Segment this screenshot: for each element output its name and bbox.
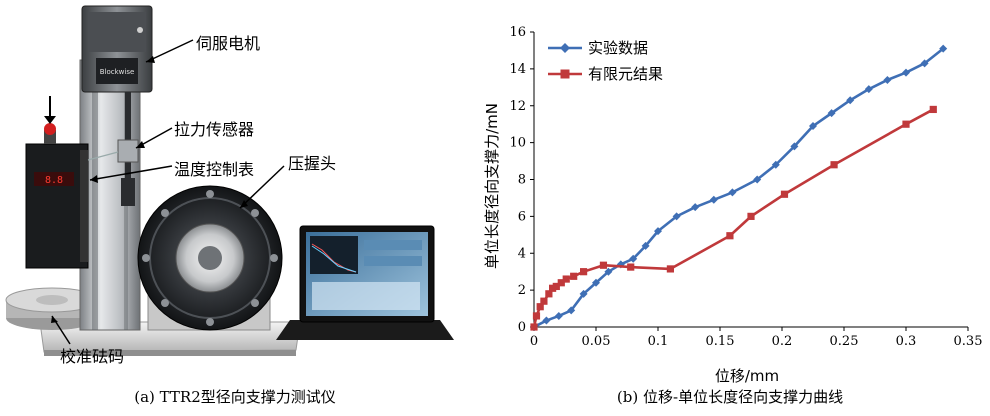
data-point [780,190,789,198]
load-sensor-label: 拉力传感器 [174,120,255,139]
data-point [827,109,836,118]
chart-caption: (b) 位移-单位长度径向支撑力曲线 [616,388,844,406]
x-axis-title: 位移/mm [715,367,779,385]
data-point [545,290,553,298]
data-point [830,161,838,169]
data-point [747,212,755,220]
data-point [552,282,560,291]
y-tick-label: 10 [509,136,526,151]
calibration-weight-label: 校准砝码 [60,347,125,366]
legend-marker [560,43,570,53]
brand-logo: Blockwise [100,68,135,76]
data-point [883,75,892,84]
data-point [939,44,948,53]
data-point [579,289,588,298]
data-point [771,160,780,169]
data-point [691,203,700,212]
chart-panel: 0 0.05 0.1 0.15 0.2 0.25 0.3 0.35 0 2 4 6 8 10 12 14 16… [470,0,990,412]
data-point [809,122,817,131]
crimp-head-label: 压握头 [288,154,337,173]
legend-label: 有限元结果 [588,65,663,83]
x-tick-labels: 0 0.05 0.1 0.15 0.2 0.25 0.3 0.35 [530,334,983,349]
series-layer [530,44,948,331]
data-point [726,232,734,240]
x-tick-label: 0.1 [648,334,669,349]
y-tick-label: 12 [509,99,526,114]
servo-motor-label: 伺服电机 [196,34,261,53]
data-point [532,312,541,320]
y-tick-label: 0 [518,320,526,335]
svg-text:8.8: 8.8 [45,175,63,186]
x-tick-label: 0.35 [954,334,983,349]
legend-label: 实验数据 [588,39,648,57]
data-point [530,323,538,331]
data-point [599,261,608,269]
series-line [532,108,934,328]
temp-controller-label: 温度控制表 [174,160,255,179]
data-point [542,316,551,325]
data-point [540,297,548,305]
data-point [629,254,638,263]
y-axis-title: 单位长度径向支撑力/mN [483,103,501,269]
data-point [549,284,557,292]
x-tick-label: 0 [530,334,538,349]
data-point [864,85,873,94]
data-point [790,142,799,151]
data-point [672,212,681,221]
data-point [562,275,570,283]
data-point [929,105,937,114]
data-point [753,175,762,184]
data-point [592,278,600,287]
series-2 [530,105,937,331]
x-tick-label: 0.3 [896,334,917,349]
y-tick-label: 6 [518,209,526,224]
chart-svg: 0 0.05 0.1 0.15 0.2 0.25 0.3 0.35 0 2 4 6 8 10 12 14 16… [483,25,983,385]
data-point [580,268,588,276]
legend-marker [560,69,570,79]
y-tick-label: 16 [509,25,526,40]
y-tick-labels: 0 2 4 6 8 10 12 14 16 [509,25,526,335]
data-point [627,263,635,271]
data-point [557,279,565,287]
data-point [604,267,613,276]
x-tick-label: 0.15 [706,334,735,349]
x-tick-label: 0.05 [582,334,611,349]
data-point [536,303,544,311]
data-point [654,227,662,236]
x-tick-label: 0.2 [772,334,793,349]
data-point [641,241,650,250]
data-point [902,120,910,128]
data-point [666,265,674,273]
tester-photo: Blockwise 8.8 [0,0,470,412]
photo-caption: (a) TTR2型径向支撑力测试仪 [134,388,336,406]
data-point [554,311,563,320]
y-tick-label: 2 [518,283,526,298]
data-point [567,306,576,315]
y-tick-label: 8 [518,173,526,188]
data-point [570,272,578,280]
data-point [846,96,855,105]
y-tick-label: 14 [509,62,526,77]
data-point [709,195,718,204]
x-tick-label: 0.25 [830,334,859,349]
data-point [920,59,929,68]
data-point [728,188,737,197]
data-point [902,68,910,77]
y-tick-label: 4 [518,246,526,261]
series-1 [530,44,948,331]
